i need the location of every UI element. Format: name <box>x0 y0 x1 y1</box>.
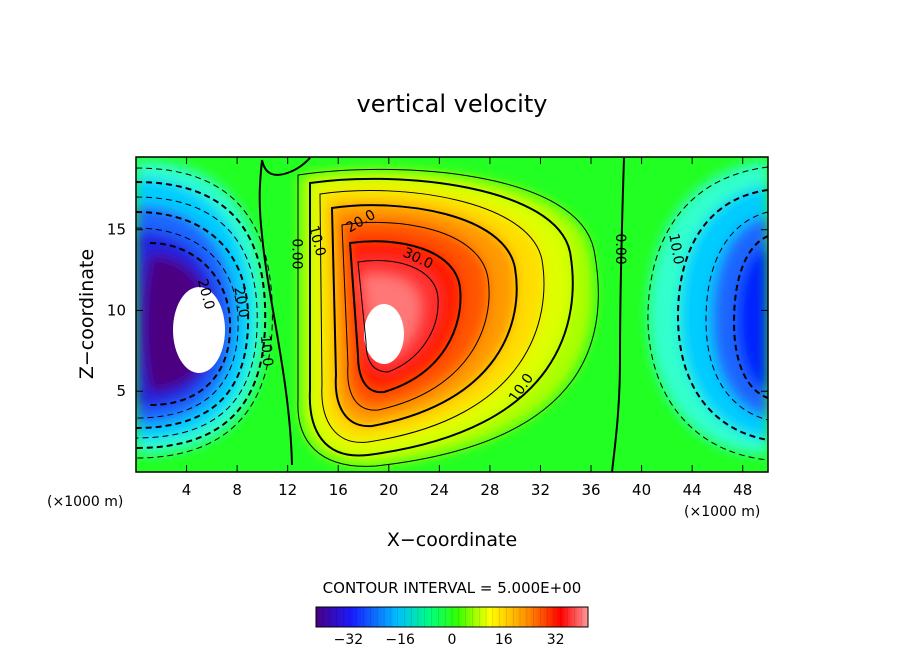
colorbar-tick-label: −16 <box>385 632 415 648</box>
contour-label: 10.0 <box>665 232 686 265</box>
y-axis-label: Z−coordinate <box>76 249 98 379</box>
plot-frame <box>135 156 769 473</box>
contour-pos-20 <box>330 204 518 428</box>
colorbar-tick-label: 32 <box>547 632 565 648</box>
colorbar-tick-label: −32 <box>334 632 364 648</box>
x-tick-label: 32 <box>531 481 550 499</box>
colorbar <box>315 606 589 628</box>
x-tick-label: 24 <box>430 481 449 499</box>
x-tick-label: 28 <box>480 481 499 499</box>
x-tick-label: 40 <box>632 481 651 499</box>
contour-label: 10.0 <box>305 224 329 258</box>
x-tick-label: 36 <box>581 481 600 499</box>
center-updraft-shading <box>299 169 595 466</box>
contour-zero-right <box>611 157 625 472</box>
contour-label: 0.00 <box>289 238 305 269</box>
contour-right-neg-15 <box>705 211 768 421</box>
x-axis-label: X−coordinate <box>387 529 517 551</box>
colorbar-tick-label: 16 <box>495 632 513 648</box>
y-tick-label: 10 <box>107 301 126 319</box>
contour-zero-top <box>261 157 311 176</box>
contour-label: 0.00 <box>612 233 628 264</box>
contour-right-neg-5 <box>647 166 768 461</box>
contour-label: 10.0 <box>257 335 276 367</box>
center-extreme-void <box>364 304 404 364</box>
x-axis: 4 8 12 16 20 24 28 32 36 40 44 48 <box>182 157 752 499</box>
left-extreme-void <box>173 287 225 373</box>
x-tick-label: 4 <box>182 481 192 499</box>
contour-neg-30 <box>149 242 232 406</box>
x-tick-label: 44 <box>683 481 702 499</box>
contour-neg-20 <box>136 211 250 429</box>
contour-neg-25 <box>136 227 239 419</box>
colorbar-tick-label: 0 <box>448 632 457 648</box>
contour-fill <box>136 157 768 472</box>
contour-neg-15 <box>136 196 258 439</box>
contour-pos-25 <box>341 221 490 411</box>
contour-right-neg-10 <box>676 189 768 441</box>
contour-pos-30 <box>348 240 462 394</box>
contour-right-neg-20 <box>732 235 768 399</box>
contour-pos-35 <box>357 260 439 373</box>
y-tick-label: 15 <box>107 221 126 239</box>
contour-label: 20.0 <box>230 286 251 319</box>
contour-neg-10 <box>136 181 267 449</box>
contour-pos-10 <box>308 177 574 457</box>
contour-zero-left <box>258 159 293 466</box>
x-unit-right: (×1000 m) <box>684 504 760 520</box>
y-tick-label: 5 <box>116 382 126 400</box>
contour-label: 20.0 <box>194 277 218 311</box>
x-tick-label: 20 <box>379 481 398 499</box>
x-unit-left: (×1000 m) <box>47 494 123 510</box>
contour-lines <box>136 157 768 472</box>
contour-pos-5 <box>297 168 599 467</box>
x-tick-label: 8 <box>232 481 242 499</box>
right-downdraft-shading <box>647 160 768 455</box>
chart-title: vertical velocity <box>357 90 548 118</box>
y-axis: 5 10 15 <box>107 221 768 400</box>
colorbar-ticks: −32 −16 0 16 32 <box>322 607 582 648</box>
contour-interval-text: CONTOUR INTERVAL = 5.000E+00 <box>323 579 582 597</box>
x-tick-label: 16 <box>329 481 348 499</box>
x-tick-label: 12 <box>278 481 297 499</box>
contour-pos-15 <box>319 190 545 443</box>
x-tick-label: 48 <box>733 481 752 499</box>
